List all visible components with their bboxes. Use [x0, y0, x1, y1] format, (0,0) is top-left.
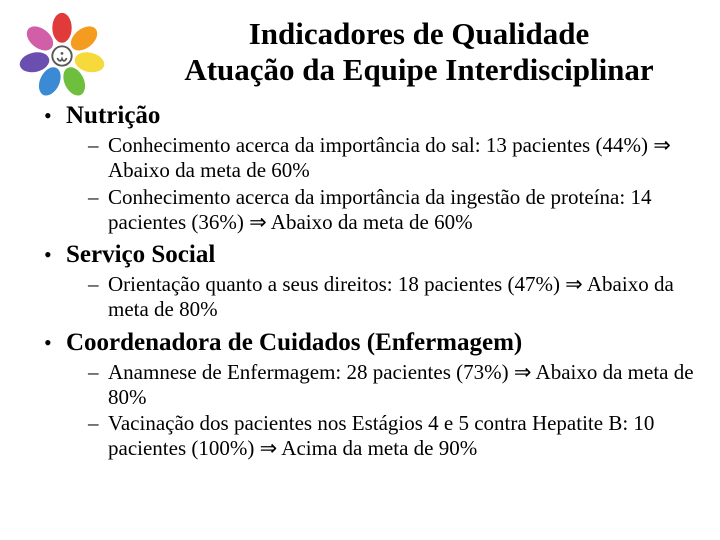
slide: Indicadores de Qualidade Atuação da Equi…	[0, 0, 720, 540]
sub-item: – Conhecimento acerca da importância da …	[88, 185, 704, 235]
sub-item-text: Orientação quanto a seus direitos: 18 pa…	[108, 272, 704, 322]
sub-item: – Orientação quanto a seus direitos: 18 …	[88, 272, 704, 322]
sub-item-text: Conhecimento acerca da importância do sa…	[108, 133, 704, 183]
section: • Coordenadora de Cuidados (Enfermagem) …	[44, 328, 704, 461]
section-heading: Coordenadora de Cuidados (Enfermagem)	[66, 328, 522, 358]
sub-item: – Conhecimento acerca da importância do …	[88, 133, 704, 183]
section: • Nutrição – Conhecimento acerca da impo…	[44, 101, 704, 234]
section-heading: Serviço Social	[66, 240, 215, 270]
logo-center-ring	[52, 46, 71, 65]
logo-icon	[18, 12, 106, 100]
sub-item: – Vacinação dos pacientes nos Estágios 4…	[88, 411, 704, 461]
sub-item: – Anamnese de Enfermagem: 28 pacientes (…	[88, 360, 704, 410]
bullet-icon: •	[44, 105, 66, 127]
title-line-1: Indicadores de Qualidade	[134, 16, 704, 52]
dash-icon: –	[88, 185, 108, 210]
sub-item-text: Anamnese de Enfermagem: 28 pacientes (73…	[108, 360, 704, 410]
dash-icon: –	[88, 411, 108, 436]
sub-item-text: Conhecimento acerca da importância da in…	[108, 185, 704, 235]
title-block: Indicadores de Qualidade Atuação da Equi…	[134, 16, 704, 87]
logo-center-mark	[58, 59, 67, 61]
bullet-icon: •	[44, 332, 66, 354]
dash-icon: –	[88, 360, 108, 385]
section: • Serviço Social – Orientação quanto a s…	[44, 240, 704, 322]
title-line-2: Atuação da Equipe Interdisciplinar	[134, 52, 704, 88]
bullet-icon: •	[44, 244, 66, 266]
logo-petal	[52, 13, 71, 43]
sub-item-text: Vacinação dos pacientes nos Estágios 4 e…	[108, 411, 704, 461]
dash-icon: –	[88, 272, 108, 297]
section-heading: Nutrição	[66, 101, 160, 131]
dash-icon: –	[88, 133, 108, 158]
content: • Nutrição – Conhecimento acerca da impo…	[16, 101, 704, 461]
